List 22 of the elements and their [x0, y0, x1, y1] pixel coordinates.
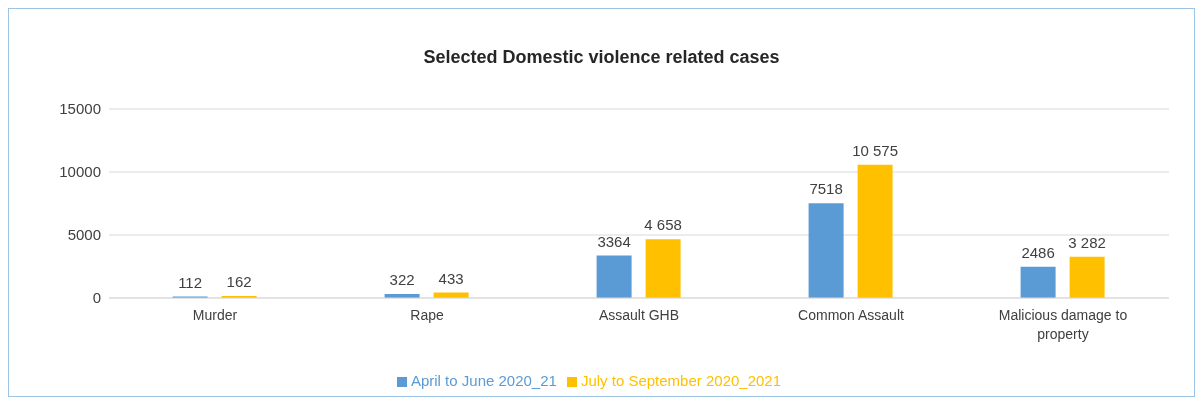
data-label: 10 575 — [852, 141, 899, 159]
data-label: 112 — [178, 273, 203, 291]
y-tick-label: 0 — [92, 289, 101, 307]
data-label: 433 — [438, 269, 464, 287]
x-tick-label: Murder — [192, 307, 238, 323]
x-tick-label: Common Assault — [798, 307, 905, 323]
x-tick-label: Malicious damage to property — [998, 307, 1128, 342]
x-tick-label: Rape — [410, 307, 444, 323]
chart-title: Selected Domestic violence related cases — [422, 47, 781, 68]
data-label: 162 — [226, 272, 252, 290]
data-label: 7518 — [809, 180, 843, 198]
y-tick-label: 15000 — [59, 100, 101, 118]
y-tick-label: 5000 — [67, 226, 101, 244]
x-tick-label: Assault GHB — [598, 307, 680, 323]
legend-label: July to September 2020_2021 — [580, 372, 782, 389]
data-label: 2486 — [1021, 243, 1055, 261]
data-label: 4 658 — [644, 216, 682, 234]
data-label: 3364 — [597, 232, 631, 250]
data-label: 3 282 — [1068, 233, 1106, 251]
y-tick-label: 10000 — [59, 163, 101, 181]
data-label: 322 — [389, 270, 415, 288]
legend-label: April to June 2020_21 — [410, 372, 557, 389]
